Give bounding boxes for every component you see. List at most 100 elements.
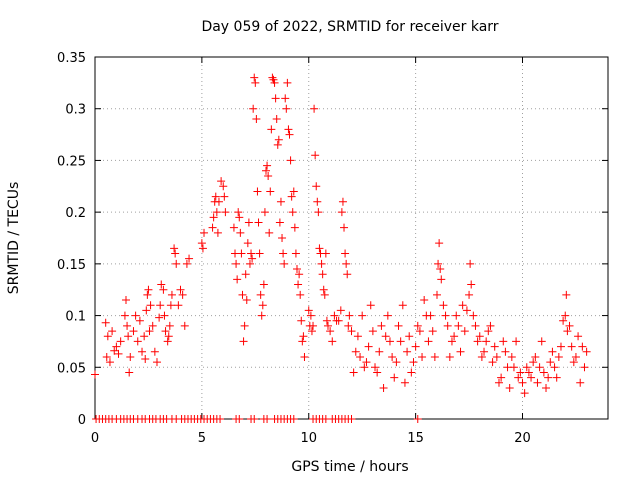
- data-point: [520, 389, 529, 398]
- data-point: [415, 327, 424, 336]
- data-point: [364, 342, 373, 351]
- data-point: [441, 311, 450, 320]
- data-point: [237, 249, 246, 258]
- data-point: [165, 321, 174, 330]
- data-point: [300, 352, 309, 361]
- data-point: [276, 197, 285, 206]
- data-point: [166, 301, 175, 310]
- data-point: [353, 332, 362, 341]
- data-point: [280, 259, 289, 268]
- data-point: [368, 327, 377, 336]
- data-point: [454, 321, 463, 330]
- data-point: [176, 285, 185, 294]
- data-point: [426, 311, 435, 320]
- data-point: [182, 259, 191, 268]
- data-point: [248, 254, 257, 263]
- data-point: [234, 208, 243, 217]
- data-point: [430, 352, 439, 361]
- data-point: [217, 177, 226, 186]
- data-point: [403, 347, 412, 356]
- data-point: [278, 234, 287, 242]
- data-point: [275, 218, 284, 227]
- data-point: [171, 249, 180, 258]
- x-tick-labels: 0 5 10 15 20: [91, 431, 531, 446]
- data-point: [424, 337, 433, 346]
- data-point: [437, 275, 446, 284]
- data-point: [163, 337, 172, 346]
- data-point: [126, 352, 135, 361]
- data-point: [240, 321, 249, 330]
- data-point: [310, 104, 319, 113]
- grid-lines: [95, 57, 608, 419]
- data-point: [580, 363, 589, 372]
- data-point: [110, 346, 119, 355]
- data-point: [582, 347, 591, 356]
- data-point: [244, 218, 253, 227]
- data-point: [388, 352, 397, 361]
- data-point: [315, 244, 324, 253]
- y-tick-label: 0.05: [57, 361, 86, 376]
- data-point: [309, 321, 318, 330]
- data-point: [571, 352, 580, 361]
- data-point: [345, 311, 354, 320]
- data-point: [501, 347, 510, 356]
- plot-frame: [94, 56, 609, 420]
- chart-title: Day 059 of 2022, SRMTID for receiver kar…: [201, 19, 498, 35]
- data-point: [373, 368, 382, 377]
- data-point: [381, 332, 390, 341]
- data-point: [371, 363, 380, 372]
- data-point: [263, 415, 272, 423]
- data-point: [200, 228, 209, 237]
- data-point: [150, 347, 159, 356]
- data-point: [529, 358, 538, 367]
- data-point: [284, 125, 293, 134]
- data-point: [574, 332, 583, 341]
- data-point: [243, 239, 252, 248]
- data-point: [241, 270, 250, 279]
- data-point: [492, 352, 501, 361]
- x-tick-label: 20: [514, 431, 531, 446]
- data-point: [265, 228, 274, 237]
- data-point: [358, 311, 367, 320]
- data-point: [103, 332, 112, 341]
- data-point: [297, 316, 306, 325]
- data-point: [245, 259, 254, 268]
- data-point: [144, 285, 153, 294]
- data-point: [320, 290, 329, 299]
- data-point: [458, 301, 467, 310]
- data-point: [294, 280, 303, 289]
- data-point: [289, 415, 298, 423]
- data-point: [405, 332, 414, 341]
- data-point: [413, 321, 422, 330]
- data-point: [314, 208, 323, 217]
- data-point: [527, 373, 536, 382]
- data-point: [338, 197, 347, 206]
- data-point: [330, 311, 339, 320]
- data-point: [477, 352, 486, 361]
- data-point: [328, 337, 337, 346]
- data-point: [379, 383, 388, 392]
- data-point: [220, 192, 229, 201]
- data-point: [105, 358, 114, 367]
- data-points: [91, 73, 591, 423]
- data-point: [341, 249, 350, 258]
- data-point: [439, 301, 448, 310]
- data-point: [484, 327, 493, 336]
- data-point: [578, 342, 587, 351]
- data-point: [233, 275, 242, 284]
- data-point: [411, 342, 420, 351]
- data-point: [208, 223, 217, 232]
- data-point: [255, 249, 264, 258]
- data-point: [112, 342, 121, 351]
- data-point: [366, 301, 375, 310]
- data-point: [554, 352, 563, 361]
- data-point: [250, 73, 259, 82]
- data-point: [157, 280, 166, 289]
- data-point: [436, 265, 445, 274]
- y-tick-label: 0.2: [65, 206, 86, 221]
- x-axis-label: GPS time / hours: [291, 459, 408, 475]
- data-point: [279, 249, 288, 258]
- data-point: [311, 151, 320, 160]
- data-point: [567, 342, 576, 351]
- data-point: [290, 223, 299, 232]
